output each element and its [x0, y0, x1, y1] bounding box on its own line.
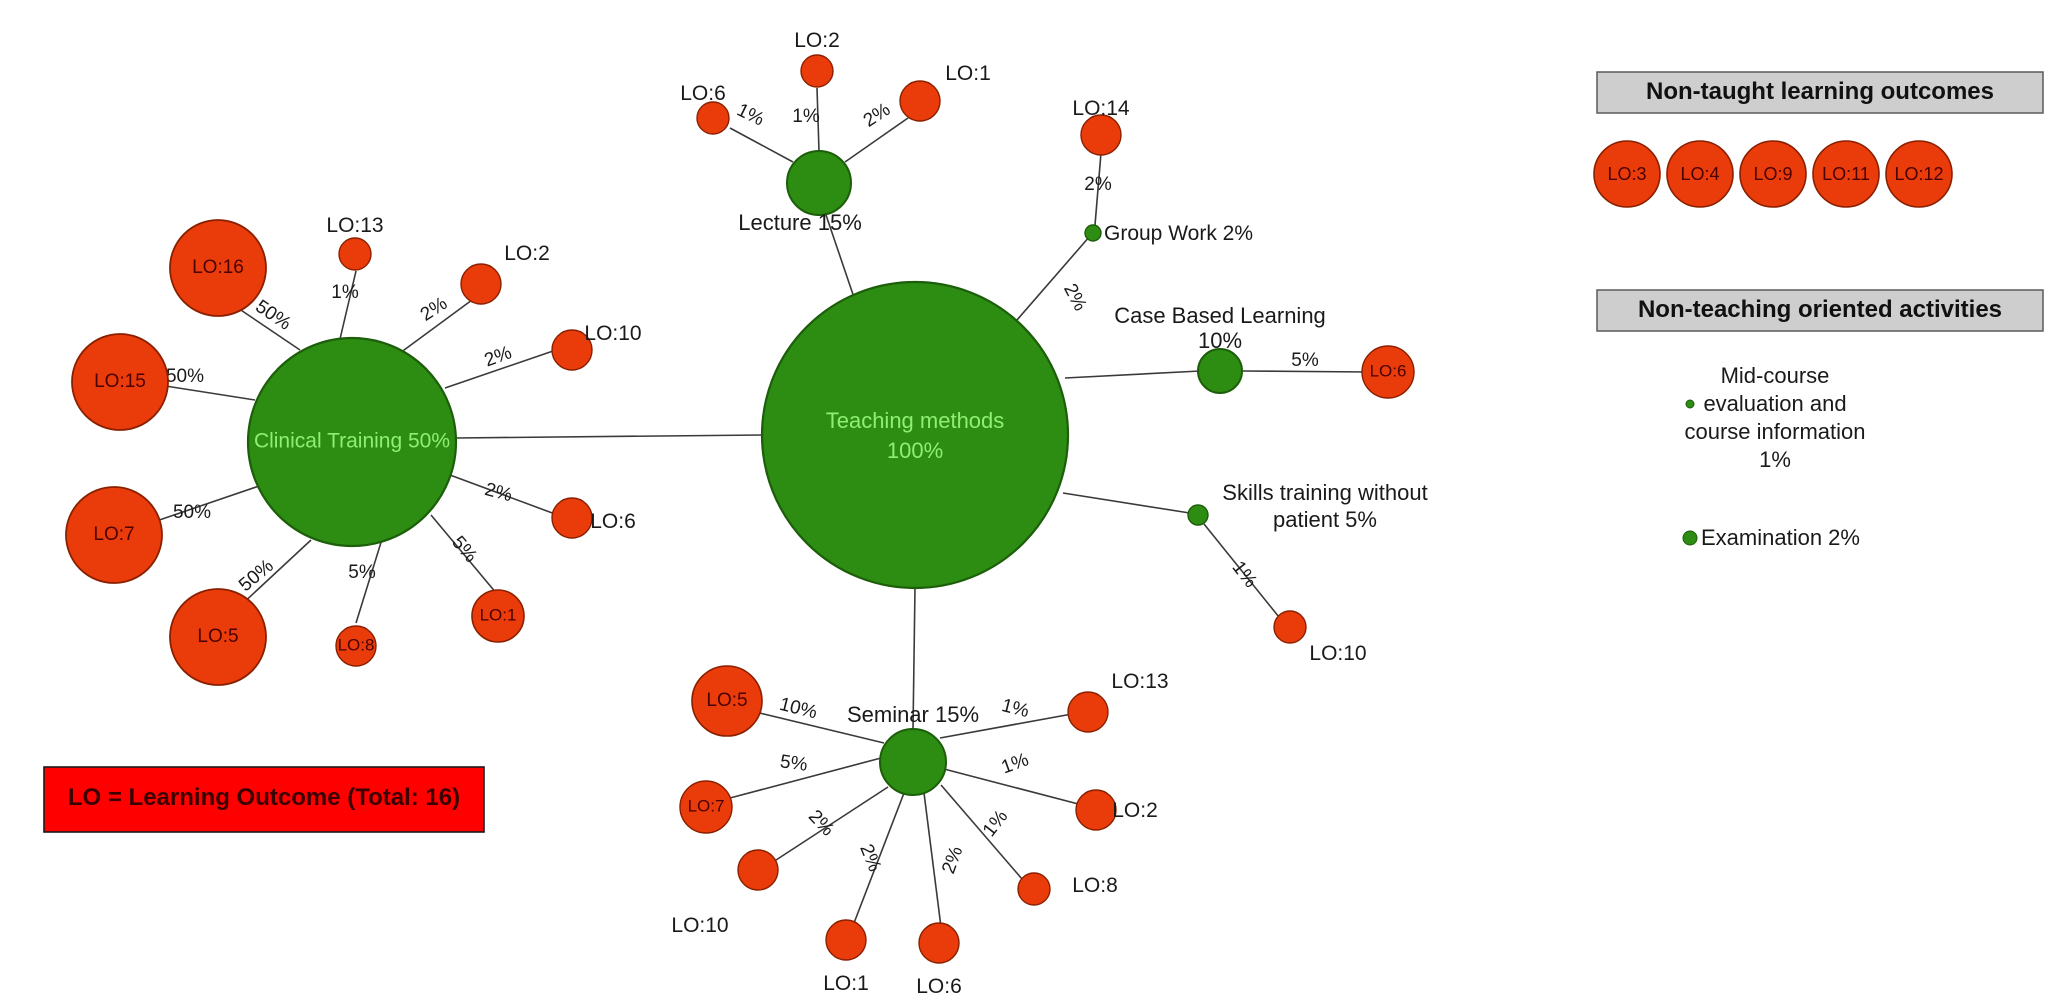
svg-text:LO:9: LO:9 — [1753, 164, 1792, 184]
svg-text:50%: 50% — [173, 502, 211, 523]
svg-text:1%: 1% — [1759, 447, 1791, 472]
svg-text:LO:10: LO:10 — [671, 914, 728, 937]
svg-text:LO:5: LO:5 — [706, 690, 747, 711]
svg-text:LO:7: LO:7 — [688, 796, 725, 815]
svg-text:LO:6: LO:6 — [590, 510, 636, 533]
svg-text:LO:11: LO:11 — [1822, 164, 1870, 184]
svg-text:5%: 5% — [779, 751, 809, 776]
svg-text:Examination 2%: Examination 2% — [1701, 525, 1860, 550]
svg-text:course information: course information — [1685, 419, 1866, 444]
svg-text:LO:8: LO:8 — [338, 635, 375, 654]
svg-text:patient 5%: patient 5% — [1273, 507, 1377, 532]
svg-text:LO:6: LO:6 — [680, 82, 726, 105]
svg-text:LO:6: LO:6 — [1370, 361, 1407, 380]
svg-text:LO:1: LO:1 — [823, 972, 869, 995]
svg-text:LO:3: LO:3 — [1607, 164, 1646, 184]
svg-text:LO:4: LO:4 — [1680, 164, 1719, 184]
svg-text:Skills training without: Skills training without — [1222, 480, 1427, 505]
svg-text:LO:16: LO:16 — [192, 257, 244, 278]
svg-text:Group Work 2%: Group Work 2% — [1104, 222, 1253, 245]
svg-text:Lecture 15%: Lecture 15% — [738, 210, 862, 235]
svg-text:2%: 2% — [1084, 174, 1112, 195]
svg-text:Mid-course: Mid-course — [1721, 363, 1830, 388]
svg-text:LO:8: LO:8 — [1072, 874, 1118, 897]
svg-text:Teaching methods: Teaching methods — [826, 408, 1005, 433]
svg-text:LO:1: LO:1 — [945, 62, 991, 85]
svg-text:LO:2: LO:2 — [504, 242, 550, 265]
svg-text:Case Based Learning: Case Based Learning — [1114, 303, 1326, 328]
svg-text:LO:6: LO:6 — [916, 975, 962, 998]
svg-text:LO = Learning Outcome (Total:: LO = Learning Outcome (Total: 16) — [68, 784, 460, 811]
svg-text:LO:5: LO:5 — [197, 626, 238, 647]
svg-text:LO:10: LO:10 — [1309, 642, 1366, 665]
svg-text:LO:14: LO:14 — [1072, 97, 1130, 120]
svg-text:LO:2: LO:2 — [794, 29, 840, 52]
svg-text:5%: 5% — [1291, 350, 1319, 371]
svg-text:1%: 1% — [792, 106, 820, 127]
svg-text:Non-taught learning outcomes: Non-taught learning outcomes — [1646, 78, 1994, 105]
svg-text:100%: 100% — [887, 438, 943, 463]
svg-text:1%: 1% — [331, 282, 359, 303]
svg-text:LO:12: LO:12 — [1894, 164, 1943, 184]
svg-text:LO:13: LO:13 — [1111, 670, 1168, 693]
svg-text:LO:7: LO:7 — [93, 524, 134, 545]
svg-text:Seminar 15%: Seminar 15% — [847, 702, 979, 727]
svg-text:LO:1: LO:1 — [480, 605, 517, 624]
svg-text:10%: 10% — [1198, 328, 1242, 353]
svg-text:LO:13: LO:13 — [326, 214, 383, 237]
svg-text:Non-teaching oriented activiti: Non-teaching oriented activities — [1638, 296, 2002, 323]
svg-text:LO:15: LO:15 — [94, 371, 146, 392]
svg-text:LO:2: LO:2 — [1112, 799, 1158, 822]
svg-text:50%: 50% — [166, 366, 204, 387]
svg-text:evaluation and: evaluation and — [1703, 391, 1846, 416]
svg-text:5%: 5% — [348, 562, 376, 583]
svg-text:LO:10: LO:10 — [584, 322, 641, 345]
svg-text:Clinical Training 50%: Clinical Training 50% — [254, 430, 450, 453]
